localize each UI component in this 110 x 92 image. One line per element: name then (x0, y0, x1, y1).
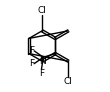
Text: F: F (29, 59, 34, 68)
Text: N: N (39, 57, 46, 66)
Text: Cl: Cl (38, 6, 47, 15)
Text: F: F (39, 69, 44, 78)
Text: Cl: Cl (64, 77, 73, 86)
Text: F: F (29, 46, 34, 55)
